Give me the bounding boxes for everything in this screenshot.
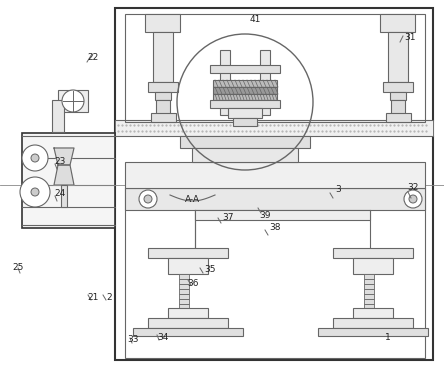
Bar (388, 32, 408, 82)
Circle shape (409, 195, 417, 203)
Bar (125, 188, 425, 210)
Text: 3: 3 (335, 185, 341, 195)
Bar (213, 80, 277, 87)
Bar (168, 308, 208, 318)
Text: 25: 25 (12, 264, 24, 273)
Bar (364, 274, 374, 279)
Bar (318, 328, 428, 336)
Bar (148, 318, 228, 328)
Circle shape (144, 195, 152, 203)
Circle shape (139, 190, 157, 208)
Bar (383, 82, 413, 92)
Bar (364, 279, 374, 284)
Bar (195, 210, 370, 220)
Bar (213, 94, 277, 100)
Circle shape (20, 177, 50, 207)
Text: 21: 21 (87, 294, 99, 302)
Bar (52, 100, 64, 132)
Text: 39: 39 (259, 211, 271, 219)
Text: 36: 36 (187, 279, 199, 287)
Text: 32: 32 (407, 184, 419, 193)
Bar (115, 8, 433, 360)
Bar (179, 304, 189, 309)
Bar (353, 258, 393, 274)
Bar (180, 136, 310, 148)
Text: 33: 33 (127, 335, 139, 345)
Polygon shape (54, 148, 74, 165)
Bar (179, 274, 189, 279)
Bar (179, 309, 189, 314)
Bar (125, 162, 425, 188)
Bar (153, 32, 173, 82)
Bar (353, 308, 393, 318)
Text: 2: 2 (106, 294, 112, 302)
Bar (26, 152, 33, 165)
Bar (133, 328, 243, 336)
Bar (210, 100, 280, 108)
Bar (22, 133, 115, 228)
Bar (333, 248, 413, 258)
Bar (364, 299, 374, 304)
Bar (179, 284, 189, 289)
Text: 38: 38 (269, 224, 281, 233)
Bar (148, 82, 178, 92)
Bar (61, 185, 67, 207)
Circle shape (404, 190, 422, 208)
Bar (390, 92, 406, 100)
Text: 24: 24 (54, 189, 66, 197)
Bar (386, 113, 411, 122)
Bar (179, 289, 189, 294)
Bar (156, 100, 170, 114)
Text: 23: 23 (54, 157, 66, 167)
Bar (155, 92, 171, 100)
Bar (391, 100, 405, 114)
Bar (115, 120, 433, 136)
Text: A-A: A-A (185, 195, 199, 203)
Bar (210, 65, 280, 73)
Bar (364, 294, 374, 299)
Bar (179, 279, 189, 284)
Bar (228, 108, 262, 118)
Circle shape (22, 145, 48, 171)
Bar (26, 185, 33, 199)
Bar (220, 50, 230, 115)
Bar (233, 118, 257, 126)
Bar (364, 284, 374, 289)
Bar (58, 90, 88, 112)
Bar (380, 14, 415, 32)
Bar (192, 148, 298, 162)
Bar (364, 289, 374, 294)
Bar (145, 14, 180, 32)
Bar (260, 50, 270, 115)
Bar (148, 248, 228, 258)
Bar (125, 14, 425, 122)
Circle shape (31, 188, 39, 196)
Text: 37: 37 (222, 214, 234, 222)
Bar (364, 309, 374, 314)
Bar (151, 113, 176, 122)
Polygon shape (54, 165, 74, 185)
Bar (125, 188, 425, 358)
Text: 35: 35 (204, 265, 216, 275)
Text: 41: 41 (250, 15, 261, 25)
Bar (364, 304, 374, 309)
Text: 22: 22 (87, 54, 99, 62)
Bar (333, 318, 413, 328)
Bar (179, 294, 189, 299)
Text: 1: 1 (385, 334, 391, 342)
Text: 31: 31 (404, 33, 416, 43)
Bar (179, 299, 189, 304)
Bar (168, 258, 208, 274)
Circle shape (31, 154, 39, 162)
Bar (213, 87, 277, 94)
Circle shape (62, 90, 84, 112)
Text: 34: 34 (157, 334, 169, 342)
